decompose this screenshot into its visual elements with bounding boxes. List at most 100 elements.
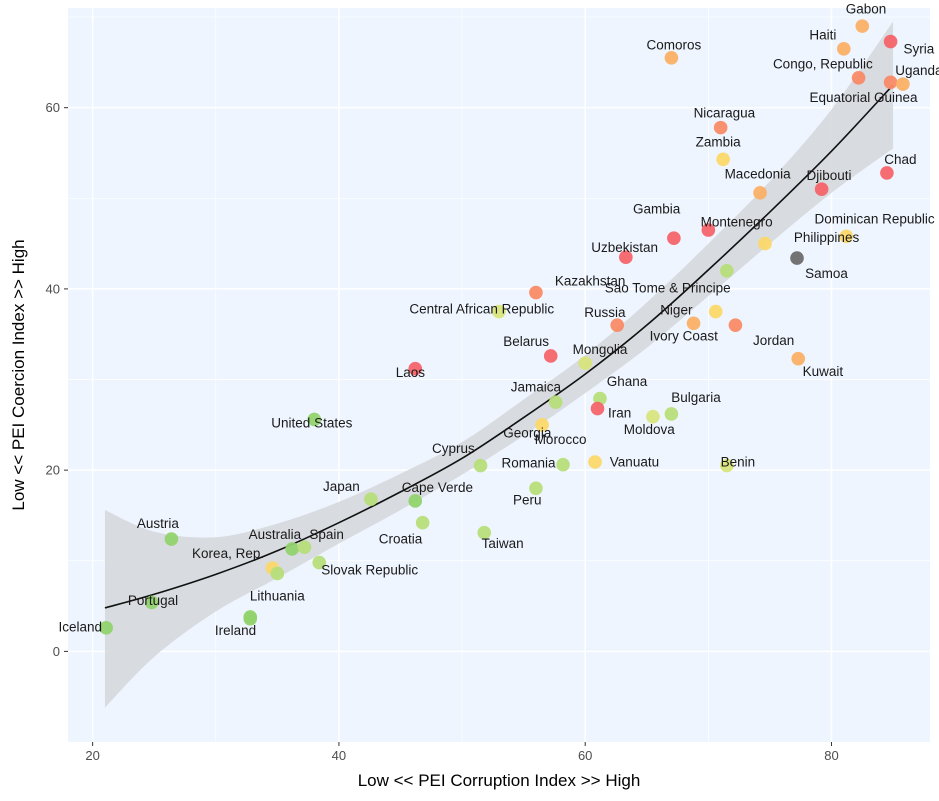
point-label: Morocco (535, 432, 587, 447)
data-point (664, 51, 679, 65)
data-points (99, 19, 910, 635)
y-tick-label: 40 (46, 281, 60, 296)
point-labels: Gabon Haiti Syria Comoros Congo, Republic Uga… (59, 1, 939, 638)
x-tick-label: 40 (332, 748, 346, 763)
point-label: Kazakhstan (555, 273, 626, 288)
point-label: Nicaragua (694, 106, 756, 121)
data-point (686, 316, 701, 331)
data-point (529, 481, 543, 496)
point-label: Spain (309, 527, 344, 542)
data-point (548, 395, 563, 409)
point-label: Haiti (809, 28, 836, 43)
point-label: Congo, Republic (773, 57, 873, 72)
data-point (883, 34, 898, 49)
data-point (543, 349, 558, 363)
point-label: Montenegro (701, 214, 773, 229)
point-label: Austria (137, 516, 180, 531)
data-point (837, 41, 851, 56)
point-label: Bulgaria (671, 390, 721, 405)
x-axis-ticks: 20 40 60 80 (85, 742, 839, 763)
point-label: Taiwan (482, 536, 524, 551)
data-point (851, 70, 866, 85)
point-label: Moldova (624, 422, 676, 437)
x-axis-title: Low << PEI Corruption Index >> High (358, 771, 641, 790)
point-label: Korea, Rep. (192, 546, 264, 561)
fit-line (104, 84, 894, 609)
y-tick-label: 60 (46, 100, 60, 115)
point-label: Belarus (503, 334, 549, 349)
x-tick-label: 20 (85, 748, 99, 763)
data-point (701, 223, 716, 237)
data-point (791, 351, 806, 366)
data-point (285, 542, 299, 556)
confidence-ribbon (104, 21, 894, 708)
data-point (610, 318, 625, 332)
data-point (578, 356, 592, 371)
point-label: Central African Republic (409, 301, 554, 316)
data-point (270, 566, 285, 581)
data-point (667, 231, 681, 245)
point-label: Benin (721, 455, 756, 470)
data-point (758, 236, 772, 251)
point-label: Philippines (794, 230, 860, 245)
data-point (99, 621, 113, 635)
point-label: Uzbekistan (591, 240, 658, 255)
y-axis-title: Low << PEI Coercion Index >> High (9, 239, 28, 510)
data-point (556, 457, 570, 472)
point-label: Iceland (59, 619, 103, 634)
point-label: United States (271, 416, 352, 431)
data-point (164, 532, 179, 546)
point-label: Cyprus (432, 441, 475, 456)
data-point (312, 555, 327, 570)
plot-background (68, 8, 930, 742)
point-label: Jamaica (511, 379, 562, 394)
data-point (535, 418, 549, 432)
point-label: Kuwait (803, 364, 844, 379)
point-label: Syria (904, 41, 935, 56)
point-label: Australia (249, 527, 302, 542)
data-point (415, 515, 430, 530)
data-point (728, 318, 743, 332)
data-point (473, 458, 488, 473)
point-label: Georgia (503, 426, 552, 441)
data-point (713, 120, 728, 135)
point-label: Slovak Republic (321, 562, 418, 577)
point-label: Macedonia (725, 166, 792, 181)
y-axis-ticks: 0 20 40 60 (46, 100, 68, 659)
point-label: Croatia (379, 532, 423, 547)
data-point (408, 494, 423, 508)
data-point (243, 611, 258, 626)
x-tick-label: 80 (824, 748, 838, 763)
point-label: Cape Verde (402, 480, 473, 495)
data-point (720, 263, 734, 278)
data-point (814, 182, 829, 197)
point-label: Russia (584, 305, 626, 320)
point-label: Gabon (846, 1, 887, 16)
data-point (297, 540, 312, 554)
data-point (855, 19, 870, 33)
point-label: Iran (608, 406, 631, 421)
point-label: Comoros (646, 38, 701, 53)
point-label: Ghana (607, 374, 648, 389)
x-tick-label: 60 (578, 748, 592, 763)
point-label: Chad (884, 152, 916, 167)
data-point (492, 304, 506, 319)
point-label: Samoa (805, 266, 848, 281)
point-label: Ivory Coast (650, 329, 719, 344)
point-label: Uganda (895, 63, 939, 78)
point-label: Portugal (128, 593, 178, 608)
data-point (664, 407, 679, 421)
data-point (529, 285, 543, 300)
data-point (880, 166, 894, 180)
point-label: Laos (396, 365, 426, 380)
data-point (619, 250, 633, 264)
data-point (477, 525, 492, 540)
data-point (790, 251, 804, 265)
data-point (716, 152, 730, 167)
point-label: Japan (323, 479, 360, 494)
point-label: Jordan (753, 333, 794, 348)
point-label: Sao Tome & Principe (605, 281, 731, 296)
point-label: Equatorial Guinea (809, 90, 918, 105)
point-label: Zambia (696, 135, 742, 150)
